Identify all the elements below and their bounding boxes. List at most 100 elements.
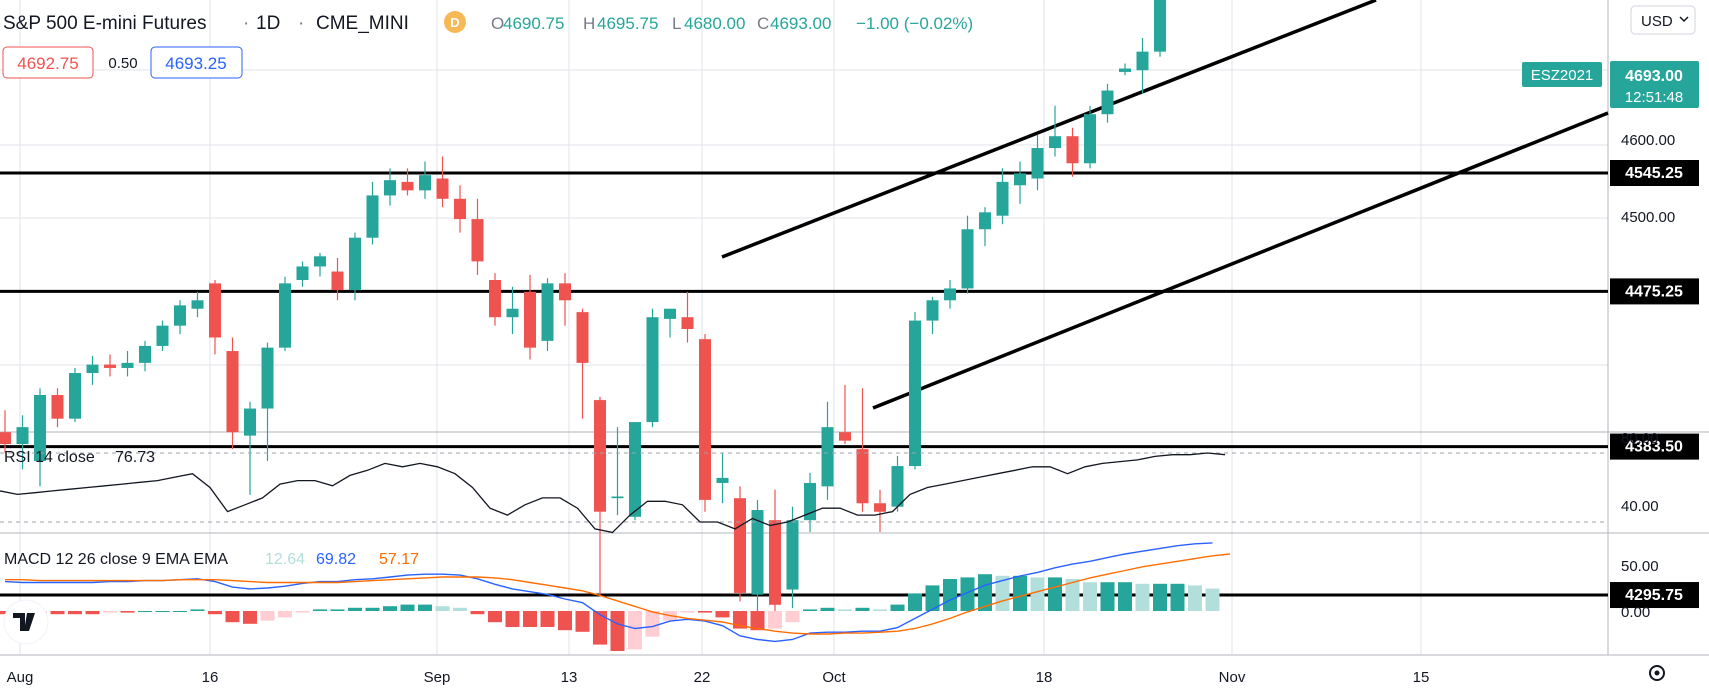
macd-histogram-bar: [208, 611, 222, 615]
candle-body: [34, 395, 46, 461]
close-label: C: [757, 14, 769, 33]
level-label: 4295.75: [1625, 587, 1683, 604]
macd-histogram-bar: [85, 611, 100, 615]
rsi-series: [0, 452, 1226, 534]
macd-histogram-bar: [225, 611, 240, 623]
price-tick: 4600.00: [1621, 132, 1675, 149]
channel-upper-line[interactable]: [721, 0, 1377, 259]
macd-histogram-bar: [505, 611, 520, 627]
candle-body: [716, 477, 729, 483]
macd-histogram-bar: [908, 593, 922, 611]
candle-body: [226, 351, 239, 433]
candle-body: [384, 180, 396, 196]
gear-icon[interactable]: [1649, 665, 1665, 681]
macd-hist-value: 12.64: [265, 551, 305, 568]
candle-body: [734, 498, 746, 593]
macd-histogram-bar: [733, 611, 747, 629]
candle-body: [926, 300, 939, 321]
interval-label[interactable]: 1D: [256, 13, 280, 34]
tradingview-logo-icon: [13, 613, 35, 631]
candle-body: [471, 219, 484, 262]
separator: ·: [298, 13, 304, 34]
candle-body: [1066, 136, 1079, 164]
candle-body: [1084, 114, 1096, 164]
exchange-label[interactable]: CME_MINI: [316, 13, 409, 34]
macd-histogram-bar: [1170, 583, 1185, 611]
macd-histogram-bar: [1030, 577, 1045, 611]
level-label-bg: [1610, 582, 1699, 609]
candle-body: [86, 364, 99, 374]
last-price-box: [1610, 61, 1699, 108]
symbol-header[interactable]: S&P 500 E-mini Futures · 1D · CME_MINI D…: [3, 11, 973, 34]
candle-body: [909, 320, 921, 467]
macd-histogram-bar: [418, 604, 432, 611]
time-tick: Aug: [7, 669, 34, 686]
last-price: 4693.00: [1625, 68, 1683, 85]
macd-histogram-bar: [1188, 585, 1202, 611]
candle-body: [559, 283, 571, 301]
buy-price: 4693.25: [165, 54, 226, 73]
macd-histogram-bar: [243, 611, 257, 624]
candle-body: [751, 510, 764, 595]
macd-legend-label[interactable]: MACD 12 26 close 9 EMA EMA: [4, 551, 228, 568]
macd-line-value: 69.82: [316, 551, 356, 568]
macd-histogram-bar: [645, 611, 660, 637]
candle-body: [524, 291, 536, 348]
separator: ·: [243, 13, 249, 34]
macd-histogram-bar: [523, 611, 537, 627]
level-label: 4545.25: [1625, 165, 1683, 182]
candle-body: [419, 175, 431, 191]
macd-histogram-bar: [593, 611, 607, 645]
macd-histogram-bar: [155, 611, 170, 612]
channel-lower-line[interactable]: [872, 111, 1609, 410]
macd-histogram-bar: [190, 609, 205, 611]
candle-body: [174, 305, 186, 326]
macd-histogram-bar: [1083, 582, 1097, 611]
symbol-name[interactable]: S&P 500 E-mini Futures: [3, 13, 206, 34]
level-label-bg: [1610, 433, 1699, 460]
candle-body: [331, 271, 344, 291]
rsi-legend-label[interactable]: RSI 14 close: [4, 449, 95, 466]
macd-histogram-bar: [330, 609, 345, 611]
macd-histogram-bar: [68, 611, 82, 615]
rsi-line: [0, 452, 1226, 534]
candle-body: [1101, 90, 1114, 115]
macd-histogram-bar: [978, 574, 992, 611]
delayed-data-icon[interactable]: [444, 11, 466, 33]
macd-histogram-bar: [1100, 582, 1115, 611]
candle-body: [874, 503, 886, 512]
change-value: −1.00 (−0.02%): [856, 14, 973, 33]
macd-histogram-bar: [925, 585, 940, 611]
candle-body: [16, 427, 29, 445]
macd-histogram-bar: [715, 611, 730, 618]
macd-histogram-bar: [173, 611, 187, 612]
currency-selector[interactable]: [1630, 5, 1696, 35]
sell-button[interactable]: [2, 46, 94, 79]
macd-histogram-bar: [278, 611, 292, 618]
candle-body: [804, 482, 816, 521]
candle-body: [191, 300, 204, 309]
time-tick: 22: [694, 669, 711, 686]
candle-body: [996, 181, 1009, 216]
contract-label: ESZ2021: [1531, 67, 1594, 84]
macd-histogram-bar: [295, 611, 310, 613]
level-label-bg: [1610, 160, 1699, 186]
buy-button[interactable]: [150, 46, 243, 79]
macd-histogram-bar: [768, 611, 782, 629]
sell-price: 4692.75: [17, 54, 78, 73]
macd-histogram-bar: [785, 611, 800, 623]
contract-label-box: [1522, 62, 1602, 87]
level-label: 4383.50: [1625, 439, 1683, 456]
candle-body: [979, 212, 991, 230]
candle-body: [279, 283, 291, 348]
candle-body: [454, 198, 466, 220]
macd-histogram-bar: [540, 611, 555, 627]
macd-histogram-bar: [750, 611, 765, 631]
candle-body: [1136, 51, 1149, 71]
macd-histogram-bar: [435, 606, 450, 611]
signal-line: [5, 553, 1231, 635]
candle-body: [961, 229, 974, 289]
time-tick: 15: [1413, 669, 1430, 686]
level-label: 4475.25: [1625, 283, 1683, 300]
